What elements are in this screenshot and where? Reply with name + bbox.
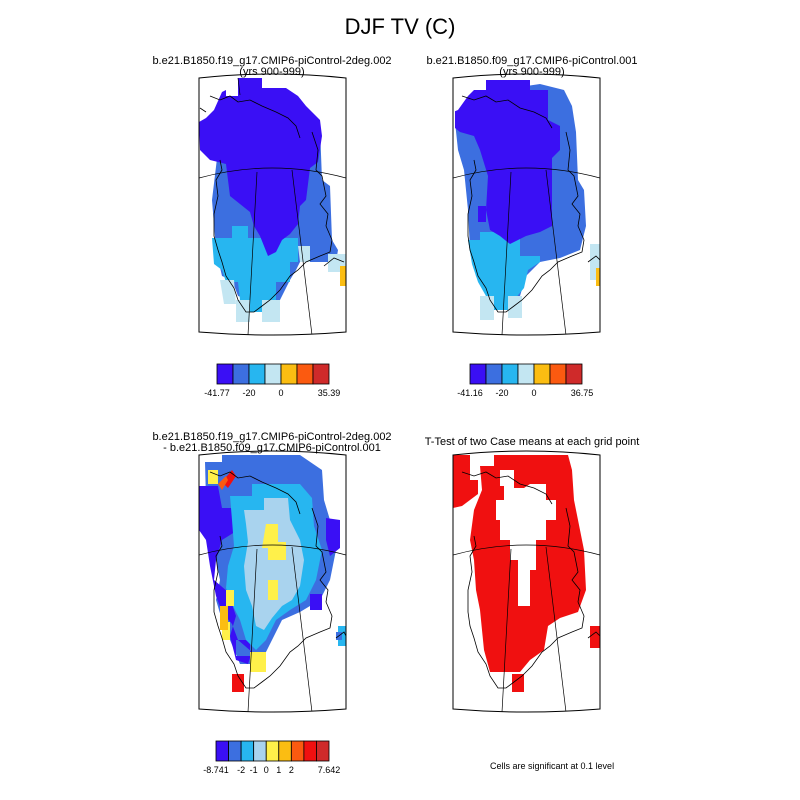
colorbar-swatch bbox=[533, 363, 551, 385]
field-deep-blue bbox=[199, 78, 322, 256]
colorbar-tick-label: -20 bbox=[495, 388, 508, 398]
colorbar-swatch bbox=[264, 363, 282, 385]
colorbar-swatch bbox=[303, 740, 317, 762]
map-frame-case1 bbox=[198, 73, 347, 336]
field-not-significant bbox=[496, 470, 556, 606]
colorbar-swatch bbox=[232, 363, 250, 385]
colorbar-swatch bbox=[312, 363, 330, 385]
colorbar-case1: -41.77 -20 0 35.39 bbox=[204, 363, 341, 398]
panel-title-ttest: T-Test of two Case means at each grid po… bbox=[404, 437, 660, 448]
colorbar-tick-label: -8.741 bbox=[203, 765, 229, 775]
map-frame-case2 bbox=[452, 73, 601, 336]
map-diff-fill bbox=[199, 455, 346, 712]
white-gap bbox=[199, 78, 234, 122]
panel-title-diff: b.e21.B1850.f19_g17.CMIP6-piControl-2deg… bbox=[140, 432, 404, 454]
panel-title-diff-line2: - b.e21.B1850.f09_g17.CMIP6-piControl.00… bbox=[163, 442, 381, 454]
panel-title-ttest-line1: T-Test of two Case means at each grid po… bbox=[424, 436, 640, 448]
colorbar-swatch bbox=[280, 363, 298, 385]
colorbar-swatch bbox=[517, 363, 535, 385]
map-frame-ttest bbox=[452, 450, 601, 713]
colorbar-swatch bbox=[253, 740, 267, 762]
panel-title-case1-line1: b.e21.B1850.f19_g17.CMIP6-piControl-2deg… bbox=[152, 55, 392, 67]
field-pale-blue bbox=[244, 498, 304, 630]
colorbar-diff: -8.741 -2 -1 0 1 2 7.642 bbox=[203, 740, 341, 775]
colorbar-tick-label: -41.16 bbox=[457, 388, 483, 398]
colorbar-case2: -41.16 -20 0 36.75 bbox=[457, 363, 594, 398]
colorbar-swatch bbox=[278, 740, 292, 762]
coastline-case2 bbox=[461, 95, 600, 313]
white-gap bbox=[453, 78, 478, 112]
panel-title-case1-line2: (yrs 900-999) bbox=[239, 66, 305, 78]
colorbar-tick-label: -20 bbox=[242, 388, 255, 398]
graticule-ttest bbox=[453, 544, 600, 712]
graticule-diff bbox=[199, 544, 346, 712]
colorbar-swatch bbox=[469, 363, 487, 385]
colorbar-swatch bbox=[501, 363, 519, 385]
map-frame-diff bbox=[198, 450, 347, 713]
map-ttest-fill bbox=[453, 455, 600, 712]
field-deep-blue-patch bbox=[478, 206, 486, 222]
map-case1-fill bbox=[199, 77, 346, 335]
colorbar-swatch bbox=[290, 740, 305, 762]
colorbar-tick-label: 35.39 bbox=[318, 388, 341, 398]
field-red-orange bbox=[218, 476, 228, 490]
colorbar-swatch bbox=[265, 740, 280, 762]
colorbar-tick-label: 2 bbox=[289, 765, 294, 775]
colorbar-swatch bbox=[485, 363, 503, 385]
colorbar-swatch bbox=[316, 740, 330, 762]
colorbar-swatch bbox=[549, 363, 567, 385]
coastline-case1 bbox=[199, 95, 345, 313]
colorbar-tick-label: -41.77 bbox=[204, 388, 230, 398]
colorbar-swatch bbox=[216, 363, 234, 385]
field-pale-blue bbox=[480, 244, 600, 320]
field-orange bbox=[596, 268, 600, 286]
colorbar-tick-label: -2 bbox=[237, 765, 245, 775]
colorbar-tick-label: 36.75 bbox=[571, 388, 594, 398]
field-orange bbox=[220, 606, 228, 630]
colorbar-tick-label: 0 bbox=[278, 388, 283, 398]
field-deep-blue bbox=[455, 78, 560, 244]
colorbar-swatch bbox=[248, 363, 266, 385]
graticule-case1 bbox=[199, 77, 346, 335]
colorbar-swatch bbox=[565, 363, 583, 385]
colorbar-tick-label: 0 bbox=[531, 388, 536, 398]
panel-title-case2-line1: b.e21.B1850.f09_g17.CMIP6-piControl.001 bbox=[426, 55, 638, 67]
colorbar-tick-label: 7.642 bbox=[318, 765, 341, 775]
field-light-blue bbox=[468, 232, 540, 310]
coastline-ttest bbox=[461, 471, 600, 689]
field-orange bbox=[340, 266, 346, 286]
map-panel-ttest bbox=[452, 450, 601, 713]
figure-title: DJF TV (C) bbox=[344, 14, 456, 39]
colorbar-swatch bbox=[228, 740, 242, 762]
colorbar-tick-label: 0 bbox=[264, 765, 269, 775]
colorbar-swatch bbox=[296, 363, 314, 385]
graticule-case2 bbox=[453, 167, 600, 335]
map-case2-fill bbox=[453, 78, 600, 335]
panel-title-case2-line2: (yrs 900-999) bbox=[499, 66, 565, 78]
colorbar-tick-label: 1 bbox=[276, 765, 281, 775]
colorbar-swatch bbox=[215, 740, 229, 762]
significance-note: Cells are significant at 0.1 level bbox=[490, 761, 615, 771]
map-panel-diff bbox=[198, 450, 347, 713]
colorbar-swatch bbox=[240, 740, 255, 762]
panel-title-case2: b.e21.B1850.f09_g17.CMIP6-piControl.001 … bbox=[408, 56, 656, 78]
coastline-diff bbox=[209, 471, 346, 689]
panel-title-diff-line1: b.e21.B1850.f19_g17.CMIP6-piControl-2deg… bbox=[152, 431, 392, 443]
colorbar-tick-label: -1 bbox=[250, 765, 258, 775]
panel-title-case1: b.e21.B1850.f19_g17.CMIP6-piControl-2deg… bbox=[140, 56, 404, 78]
map-panel-case2 bbox=[452, 73, 601, 336]
map-panel-case1 bbox=[198, 73, 347, 336]
